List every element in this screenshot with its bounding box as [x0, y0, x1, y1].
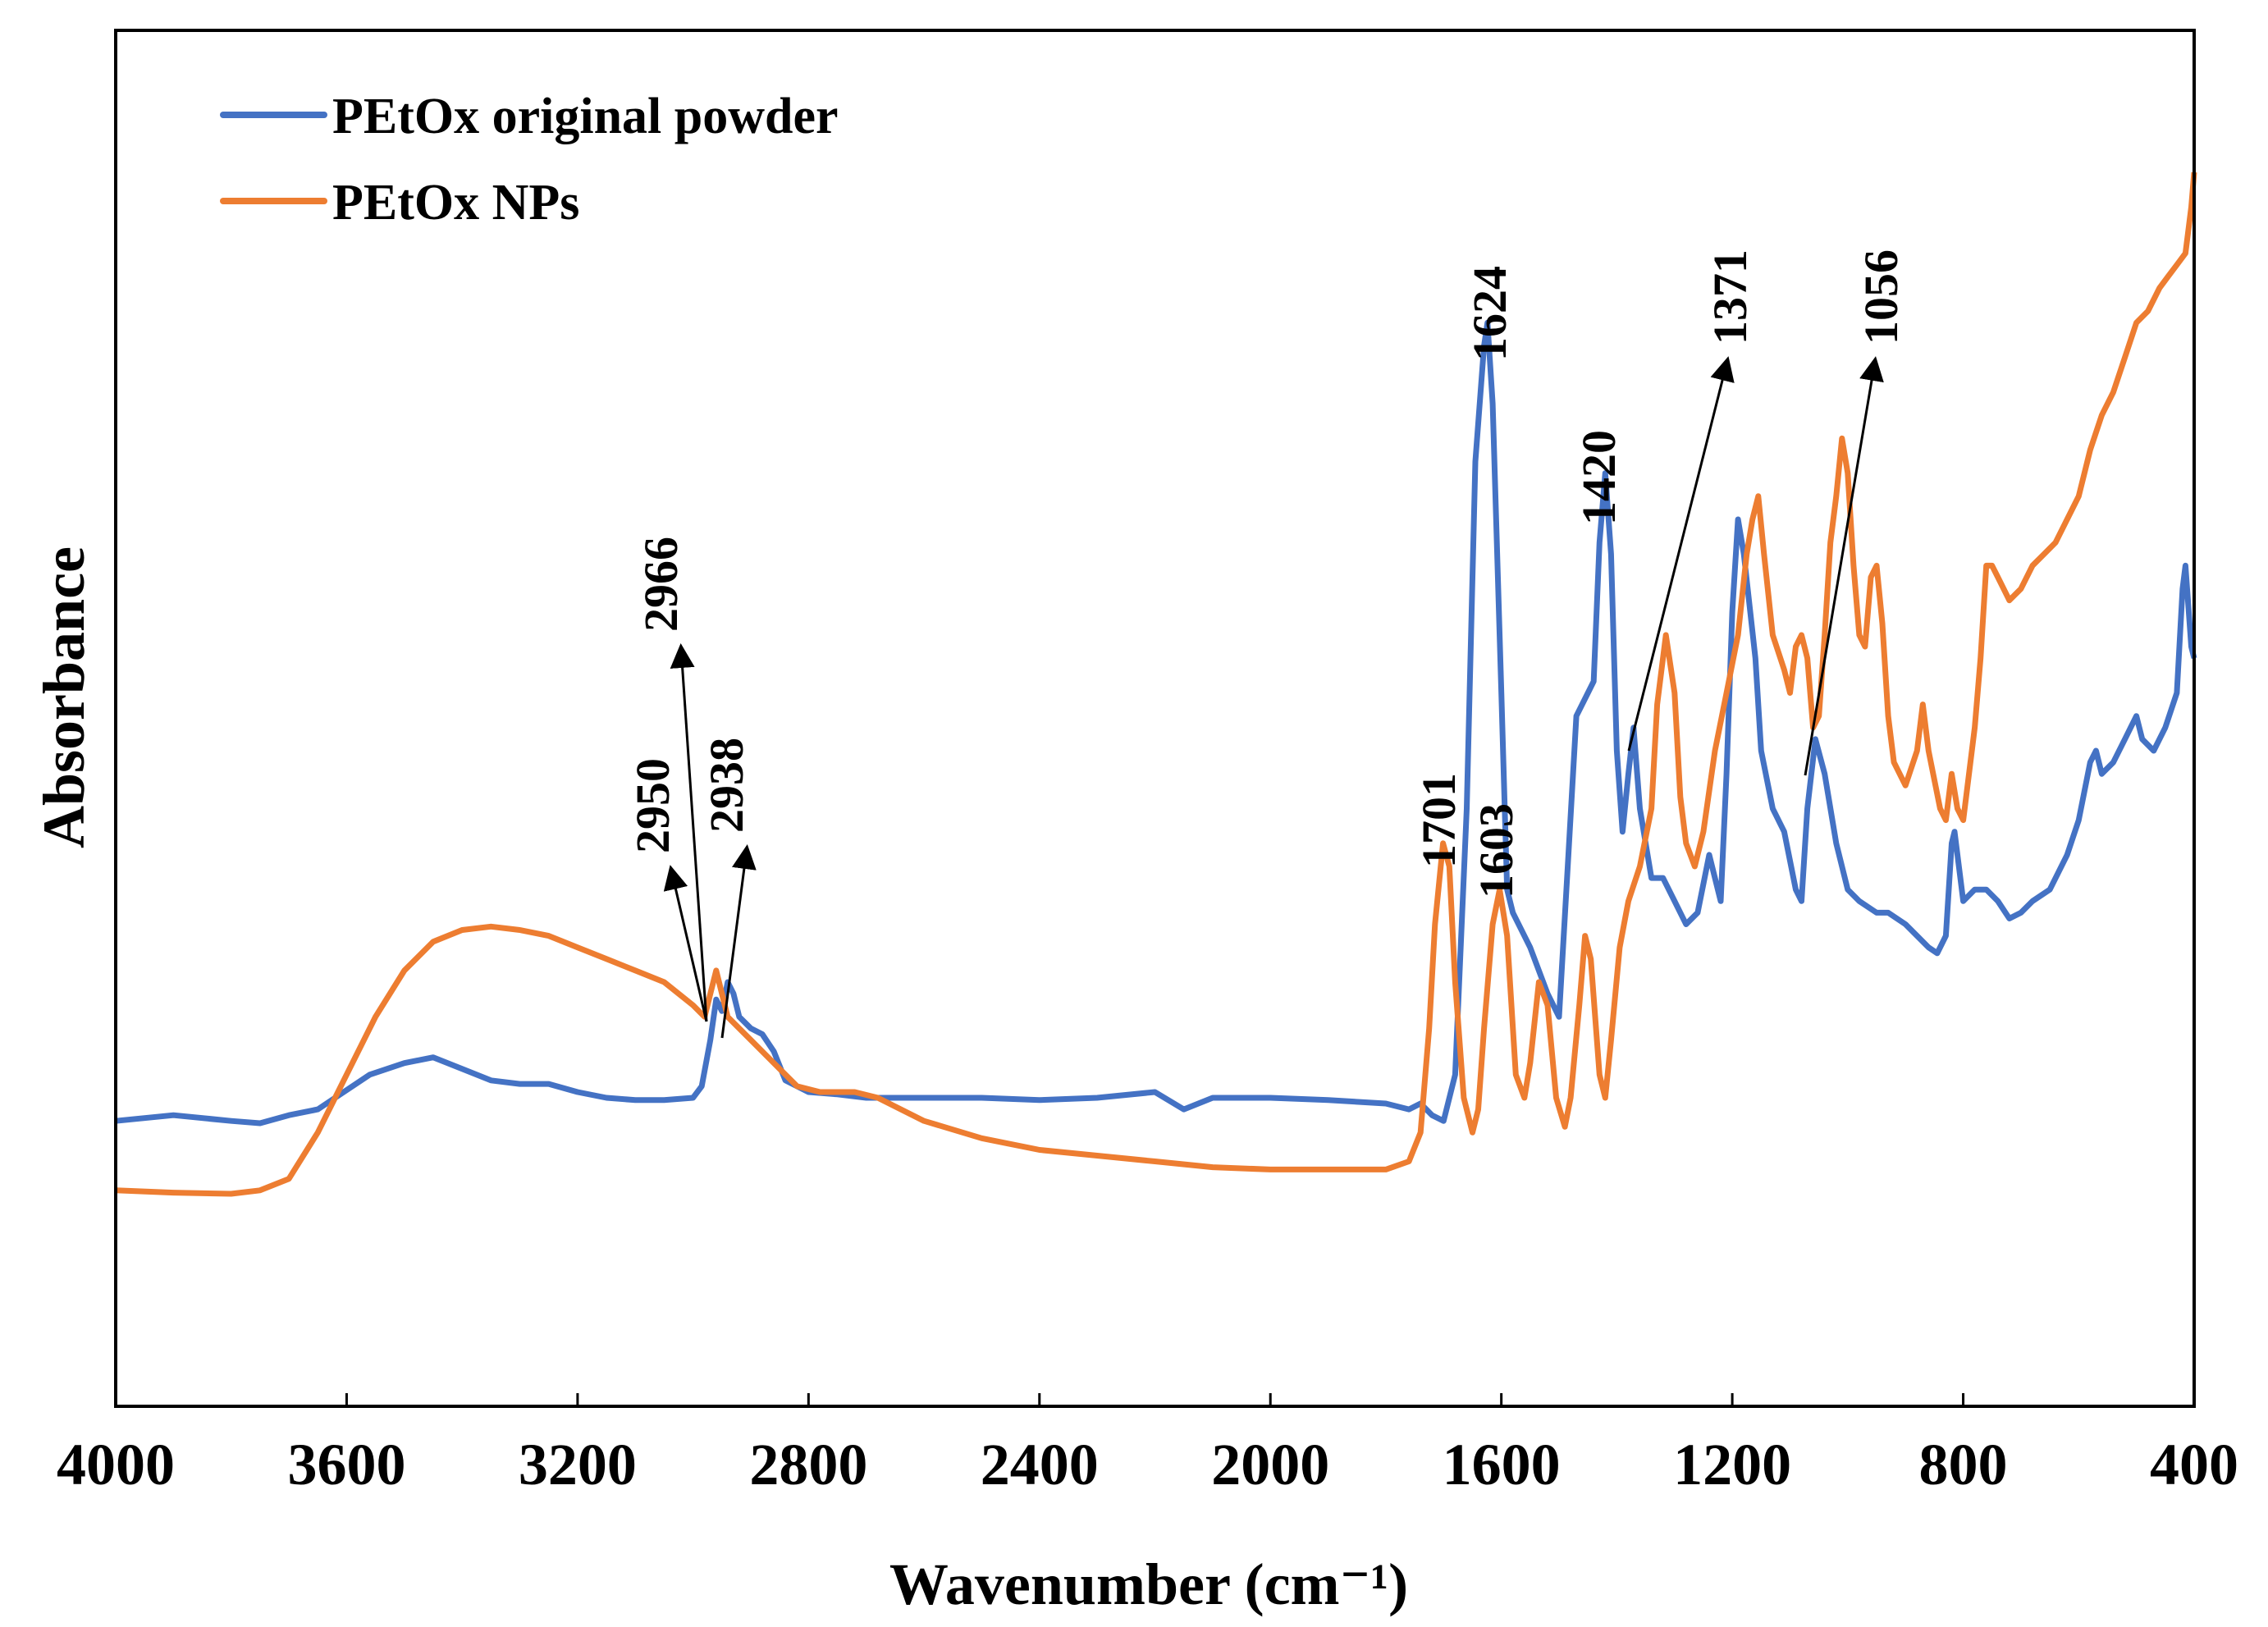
- x-tick-label-2800: 2800: [749, 1432, 867, 1497]
- peak-arrow-2966: [670, 643, 708, 1022]
- x-axis-ticks: 4000 3600 3200 2800 2400 2000 1600 1200 800 400: [57, 1393, 2238, 1497]
- peak-label-1603: 1603: [1470, 803, 1523, 898]
- plot-lines: [115, 171, 2197, 1197]
- peak-arrow-1371: [1627, 356, 1735, 752]
- x-tick-label-1200: 1200: [1673, 1432, 1791, 1497]
- peak-annotations: 2950 2966 2938 1701 1603 1624 1420 1371 1056: [626, 249, 1908, 1039]
- peak-label-2950: 2950: [626, 758, 679, 853]
- peak-label-1056: 1056: [1854, 249, 1908, 345]
- y-axis-title: Absorbance: [31, 546, 97, 848]
- x-tick-label-3600: 3600: [287, 1432, 405, 1497]
- x-axis-title: Wavenumber (cm⁻¹): [889, 1552, 1408, 1617]
- x-tick-label-2400: 2400: [981, 1432, 1099, 1497]
- legend-label-powder: PEtOx original powder: [332, 89, 839, 144]
- legend: PEtOx original powder PEtOx NPs: [220, 89, 839, 231]
- peak-label-2966: 2966: [634, 537, 688, 632]
- x-tick-label-4000: 4000: [57, 1432, 175, 1497]
- peak-label-1701: 1701: [1412, 773, 1466, 868]
- x-tick-label-2000: 2000: [1211, 1432, 1329, 1497]
- x-tick-label-1600: 1600: [1443, 1432, 1561, 1497]
- peak-label-1420: 1420: [1572, 430, 1626, 525]
- peak-label-1624: 1624: [1463, 266, 1516, 361]
- peak-arrow-2938: [720, 844, 757, 1039]
- plot-area-frame: [114, 29, 2196, 1408]
- series-line-nps: [115, 171, 2197, 1197]
- series-line-powder: [115, 319, 2197, 1127]
- peak-label-1371: 1371: [1703, 249, 1757, 345]
- x-tick-label-800: 800: [1919, 1432, 2008, 1497]
- legend-label-nps: PEtOx NPs: [332, 175, 579, 231]
- x-tick-label-400: 400: [2150, 1432, 2238, 1497]
- x-tick-label-3200: 3200: [519, 1432, 637, 1497]
- peak-label-2938: 2938: [700, 738, 753, 833]
- peak-arrow-2950: [663, 865, 708, 1022]
- peak-arrow-1056: [1804, 356, 1884, 776]
